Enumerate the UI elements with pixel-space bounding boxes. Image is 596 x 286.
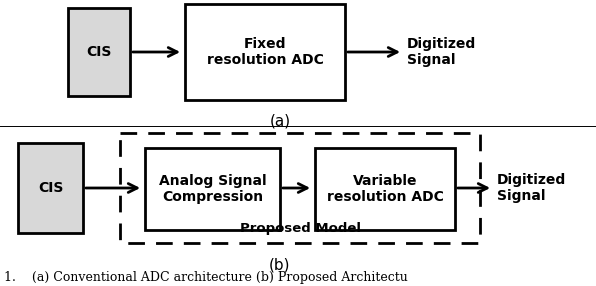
Text: 1.    (a) Conventional ADC architecture (b) Proposed Architectu: 1. (a) Conventional ADC architecture (b)… <box>4 271 408 284</box>
Text: CIS: CIS <box>86 45 111 59</box>
Text: (b): (b) <box>269 258 291 273</box>
Bar <box>145 148 280 230</box>
Text: Digitized
Signal: Digitized Signal <box>497 173 566 203</box>
Bar <box>18 143 83 233</box>
Bar <box>68 8 130 96</box>
Bar <box>120 133 480 243</box>
Text: CIS: CIS <box>38 181 63 195</box>
Text: Analog Signal
Compression: Analog Signal Compression <box>159 174 266 204</box>
Bar <box>315 148 455 230</box>
Text: Variable
resolution ADC: Variable resolution ADC <box>327 174 443 204</box>
Text: (a): (a) <box>269 113 291 128</box>
Text: Digitized
Signal: Digitized Signal <box>407 37 476 67</box>
Text: Fixed
resolution ADC: Fixed resolution ADC <box>207 37 324 67</box>
Bar <box>185 4 345 100</box>
Text: Proposed Model: Proposed Model <box>240 222 361 235</box>
